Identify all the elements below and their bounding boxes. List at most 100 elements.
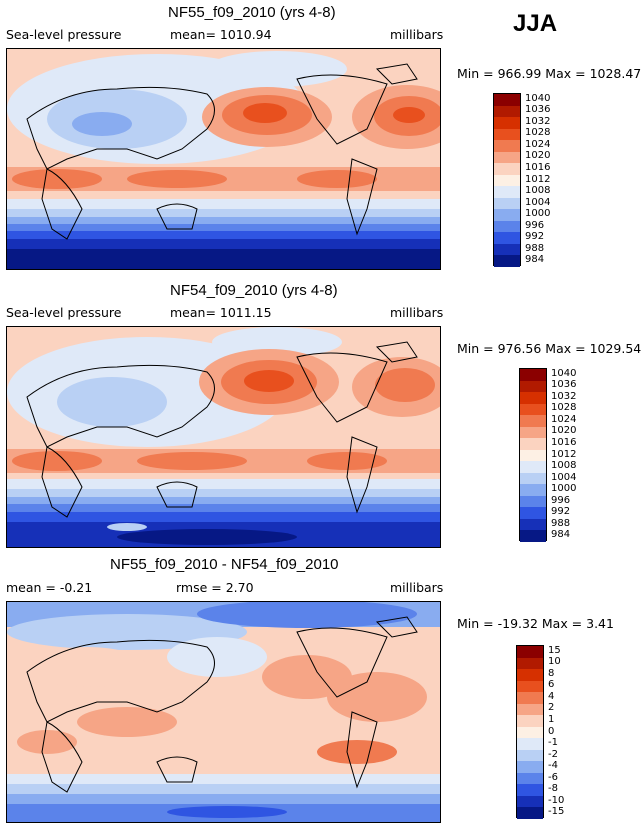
colorbar-swatch [494, 128, 520, 141]
colorbar-swatch [517, 680, 543, 693]
panel3-map [6, 601, 441, 823]
panel1-variable-label: Sea-level pressure [6, 27, 122, 42]
colorbar-swatch [520, 484, 546, 496]
colorbar-swatch [517, 795, 543, 808]
colorbar-tick-label: 1 [548, 713, 555, 725]
season-label: JJA [513, 10, 558, 37]
panel2-map-svg [7, 327, 440, 547]
colorbar-swatch [494, 186, 520, 198]
colorbar-tick-label: 1016 [551, 436, 577, 448]
colorbar-tick-label: -8 [548, 783, 558, 795]
colorbar-tick-label: 1000 [551, 483, 577, 495]
colorbar-tick-label: 0 [548, 725, 555, 737]
colorbar-swatch [520, 495, 546, 508]
colorbar-swatch [517, 726, 543, 739]
panel3-units-label: millibars [390, 580, 444, 595]
panel3-rmse-label: rmse = 2.70 [176, 580, 254, 595]
colorbar-swatch [520, 518, 546, 531]
colorbar-swatch [520, 403, 546, 416]
colorbar-tick-label: 1024 [525, 138, 551, 150]
colorbar-tick-label: 10 [548, 656, 561, 668]
colorbar-tick-label: 992 [551, 506, 571, 518]
colorbar-tick-label: 1024 [551, 413, 577, 425]
colorbar-swatch [517, 784, 543, 796]
colorbar-tick-label: 1032 [551, 390, 577, 402]
colorbar-tick-label: 1040 [551, 367, 577, 379]
colorbar-swatch [517, 669, 543, 681]
colorbar-tick-label: 15 [548, 644, 561, 656]
colorbar-tick-label: 1020 [551, 425, 577, 437]
colorbar-swatch [517, 657, 543, 670]
colorbar-swatch [520, 507, 546, 519]
colorbar-swatch [517, 692, 543, 704]
colorbar-swatch [494, 209, 520, 221]
colorbar-swatch [494, 220, 520, 233]
colorbar-swatch [494, 163, 520, 175]
colorbar-tick-label: -10 [548, 794, 565, 806]
colorbar-swatch [520, 392, 546, 404]
colorbar-tick-label: -4 [548, 760, 558, 772]
panel1-minmax: Min = 966.99 Max = 1028.47 [457, 66, 642, 81]
colorbar-tick-label: 6 [548, 679, 555, 691]
colorbar-tick-label: 4 [548, 690, 555, 702]
panel2-minmax: Min = 976.56 Max = 1029.54 [457, 341, 642, 356]
colorbar-tick-label: 1012 [525, 173, 551, 185]
colorbar-swatch [494, 140, 520, 152]
panel2-units-label: millibars [390, 305, 444, 320]
colorbar-tick-label: 1004 [551, 471, 577, 483]
colorbar-tick-label: -1 [548, 737, 558, 749]
colorbar-swatch [494, 174, 520, 187]
panel1-colorbar [493, 93, 521, 267]
colorbar-swatch [517, 772, 543, 785]
colorbar-swatch [494, 117, 520, 129]
colorbar-swatch [520, 415, 546, 427]
colorbar-tick-label: 988 [525, 242, 545, 254]
colorbar-tick-label: 1016 [525, 161, 551, 173]
panel1-title: NF55_f09_2010 (yrs 4-8) [168, 4, 336, 21]
colorbar-tick-label: 1008 [551, 460, 577, 472]
panel2-title: NF54_f09_2010 (yrs 4-8) [170, 282, 338, 299]
panel3-mean-label: mean = -0.21 [6, 580, 93, 595]
panel1-mean-label: mean= 1010.94 [170, 27, 272, 42]
panel3-map-svg [7, 602, 440, 822]
colorbar-swatch [494, 243, 520, 256]
colorbar-swatch [494, 197, 520, 210]
colorbar-swatch [517, 646, 543, 658]
colorbar-swatch [517, 703, 543, 716]
colorbar-tick-label: 2 [548, 702, 555, 714]
colorbar-tick-label: 8 [548, 667, 555, 679]
panel1-units-label: millibars [390, 27, 444, 42]
panel3-title: NF55_f09_2010 - NF54_f09_2010 [110, 556, 339, 573]
colorbar-tick-label: 992 [525, 231, 545, 243]
colorbar-swatch [520, 380, 546, 393]
colorbar-swatch [520, 530, 546, 542]
colorbar-tick-label: 1036 [551, 379, 577, 391]
colorbar-tick-label: -2 [548, 748, 558, 760]
colorbar-tick-label: 1020 [525, 150, 551, 162]
colorbar-swatch [517, 749, 543, 762]
colorbar-swatch [520, 426, 546, 439]
colorbar-tick-label: 1000 [525, 208, 551, 220]
colorbar-swatch [517, 715, 543, 727]
colorbar-swatch [520, 461, 546, 473]
colorbar-tick-label: -15 [548, 806, 565, 818]
colorbar-swatch [517, 738, 543, 750]
panel2-map [6, 326, 441, 548]
colorbar-tick-label: 1032 [525, 115, 551, 127]
colorbar-swatch [494, 94, 520, 106]
colorbar-swatch [517, 807, 543, 819]
colorbar-swatch [520, 472, 546, 485]
colorbar-swatch [494, 105, 520, 118]
colorbar-tick-label: 1004 [525, 196, 551, 208]
colorbar-tick-label: 996 [525, 219, 545, 231]
colorbar-swatch [517, 761, 543, 773]
colorbar-swatch [520, 369, 546, 381]
colorbar-swatch [494, 232, 520, 244]
colorbar-swatch [520, 438, 546, 450]
colorbar-tick-label: 996 [551, 494, 571, 506]
colorbar-tick-label: 1040 [525, 92, 551, 104]
colorbar-swatch [494, 255, 520, 267]
panel2-variable-label: Sea-level pressure [6, 305, 122, 320]
colorbar-tick-label: 984 [525, 254, 545, 266]
panel1-map [6, 48, 441, 270]
